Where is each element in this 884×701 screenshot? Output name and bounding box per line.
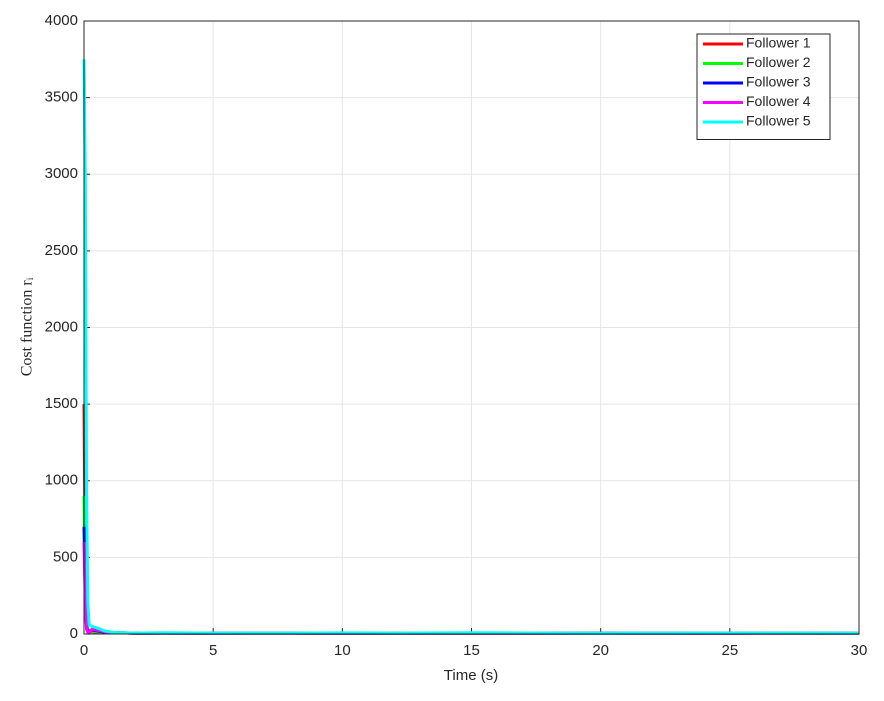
y-tick-label: 3000 [45, 165, 78, 182]
y-tick-label: 500 [53, 548, 78, 565]
x-tick-label: 15 [463, 642, 480, 659]
x-tick-label: 20 [592, 642, 609, 659]
x-tick-label: 5 [209, 642, 217, 659]
y-tick-label: 2500 [45, 242, 78, 259]
legend-label: Follower 2 [746, 54, 811, 70]
legend-label: Follower 4 [746, 93, 811, 109]
legend-label: Follower 1 [746, 35, 811, 51]
y-tick-label: 4000 [45, 12, 78, 29]
x-axis-label: Time (s) [444, 667, 498, 684]
axes-box [83, 20, 860, 635]
y-tick-label: 1000 [45, 472, 78, 489]
x-tick-label: 30 [851, 642, 868, 659]
legend-label: Follower 3 [746, 74, 811, 90]
x-tick-label: 0 [80, 642, 88, 659]
y-tick-label: 1500 [45, 395, 78, 412]
y-axis-label: Cost function rᵢ [19, 277, 36, 376]
y-tick-label: 2000 [45, 318, 78, 335]
legend-label: Follower 5 [746, 113, 811, 129]
x-tick-label: 25 [721, 642, 738, 659]
series-line [82, 59, 860, 635]
x-tick-label: 10 [334, 642, 351, 659]
y-tick-label: 3500 [45, 89, 78, 106]
y-tick-label: 0 [70, 625, 78, 642]
